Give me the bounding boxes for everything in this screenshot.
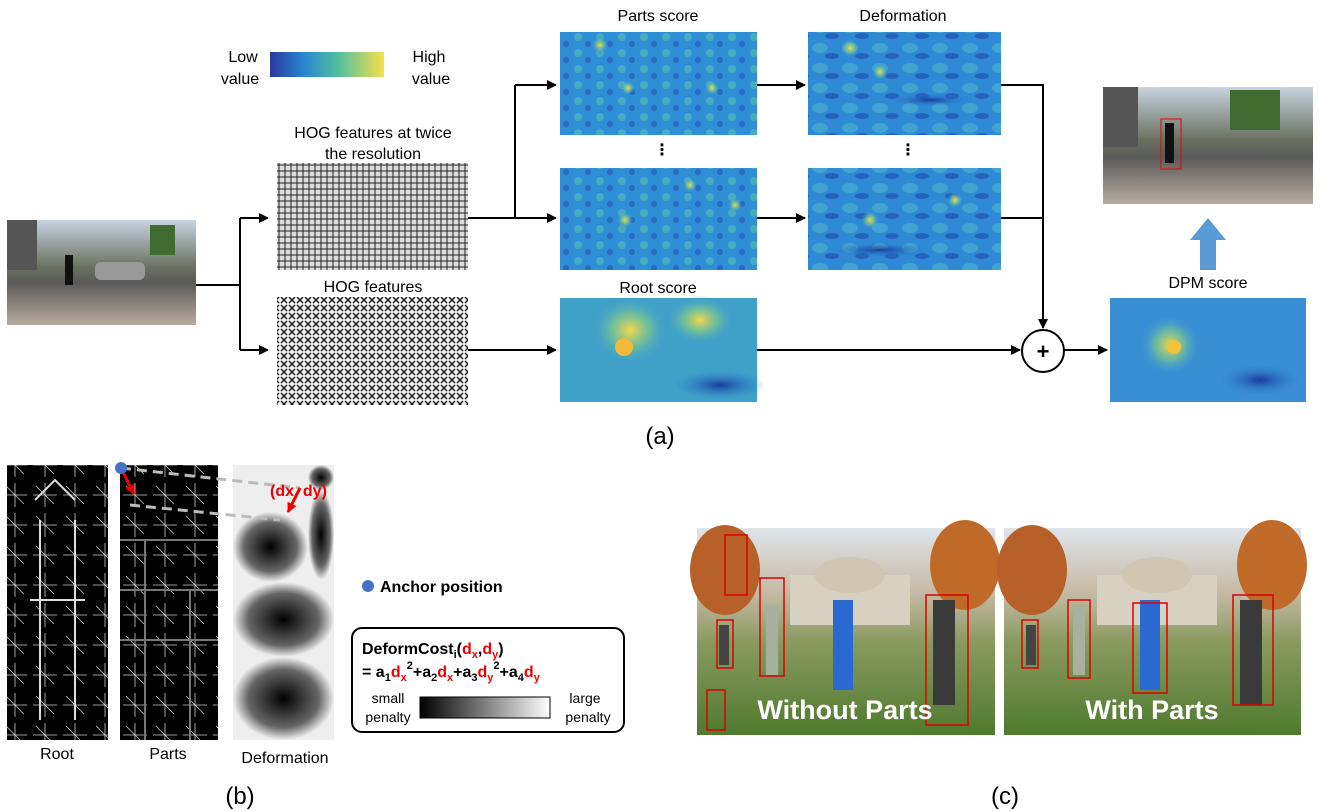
term: = a (362, 664, 385, 681)
without-parts-label: Without Parts (757, 695, 932, 725)
subscript: x (401, 672, 408, 684)
term: d (462, 641, 472, 658)
colorbar-low: Low (228, 49, 258, 66)
anchor-legend-dot (362, 580, 374, 592)
term: d (524, 664, 534, 681)
colorbar-high: value (412, 71, 450, 88)
penalty-bar (420, 697, 550, 718)
hog-twice-image (277, 163, 468, 270)
up-arrow (1190, 218, 1226, 270)
figure: Low value High value HOG features at twi… (0, 0, 1322, 811)
colorbar-low: value (221, 71, 259, 88)
deformation-filter (233, 465, 334, 740)
large-penalty-label: penalty (565, 709, 610, 725)
term: +a (500, 664, 518, 681)
input-image (7, 220, 196, 325)
parts-score-map (560, 168, 757, 270)
with-parts-label: With Parts (1085, 695, 1218, 725)
root-score-label: Root score (619, 280, 696, 297)
deformation-label: Deformation (241, 750, 328, 767)
term: d (482, 641, 492, 658)
root-label: Root (40, 746, 74, 763)
ellipsis: ⋮ (654, 142, 670, 159)
deformation-label: Deformation (859, 8, 946, 25)
small-penalty-label: small (372, 690, 405, 706)
term: d (437, 664, 447, 681)
caption-c: (c) (991, 783, 1019, 810)
root-score-map (560, 295, 765, 402)
deformation-map (808, 32, 1001, 135)
output-image (1103, 87, 1313, 204)
term: d (391, 664, 401, 681)
anchor-legend-label: Anchor position (380, 579, 503, 596)
hog-twice-label: HOG features at twice (294, 125, 451, 142)
colorbar-high: High (413, 49, 446, 66)
ellipsis: ⋮ (900, 142, 916, 159)
hog-twice-label: the resolution (325, 146, 421, 163)
parts-label: Parts (149, 746, 186, 763)
sum-symbol: + (1037, 339, 1050, 364)
caption-b: (b) (225, 783, 254, 810)
term: +a (453, 664, 471, 681)
root-filter (7, 465, 108, 740)
term: d (478, 664, 488, 681)
term: DeformCost (362, 641, 454, 658)
dpm-score-label: DPM score (1168, 275, 1247, 292)
subscript: y (487, 672, 494, 684)
small-penalty-label: penalty (365, 709, 410, 725)
term: +a (413, 664, 431, 681)
displacement-label: (dx, dy) (270, 483, 327, 500)
deformation-map (808, 168, 1001, 270)
large-penalty-label: large (569, 690, 600, 706)
caption-a: (a) (645, 423, 674, 450)
colorbar (270, 52, 384, 77)
hog-label: HOG features (324, 279, 423, 296)
anchor-dot (115, 462, 127, 474)
subscript: y (534, 672, 541, 684)
hog-image (277, 297, 468, 405)
term: ) (498, 641, 503, 658)
parts-score-map (560, 32, 757, 135)
dpm-score-map (1110, 298, 1306, 402)
parts-score-label: Parts score (618, 8, 699, 25)
